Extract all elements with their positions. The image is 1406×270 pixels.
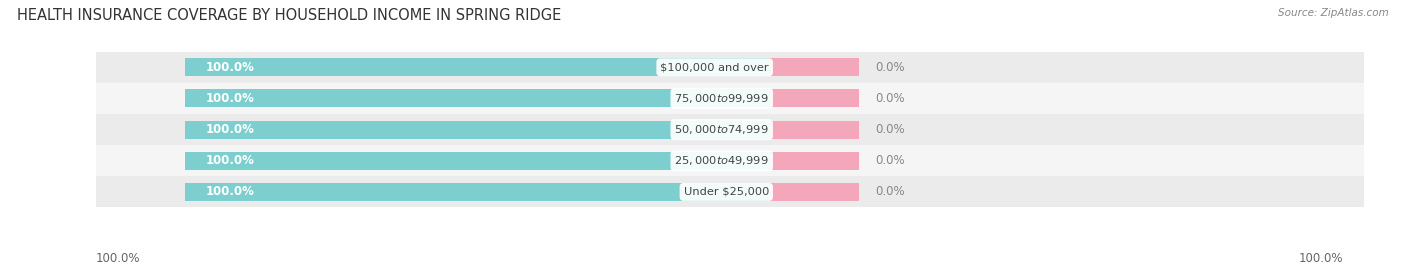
- Text: 100.0%: 100.0%: [205, 61, 254, 74]
- Text: 0.0%: 0.0%: [876, 123, 905, 136]
- Text: 100.0%: 100.0%: [1298, 252, 1343, 265]
- Text: 100.0%: 100.0%: [205, 154, 254, 167]
- Bar: [186, 58, 769, 76]
- Bar: [186, 89, 769, 107]
- Text: 100.0%: 100.0%: [205, 123, 254, 136]
- Text: 100.0%: 100.0%: [96, 252, 141, 265]
- Bar: [769, 183, 859, 201]
- Text: 100.0%: 100.0%: [205, 185, 254, 198]
- Text: 0.0%: 0.0%: [876, 92, 905, 105]
- Bar: [73, 114, 1406, 145]
- Text: Under $25,000: Under $25,000: [683, 187, 769, 197]
- Bar: [186, 152, 769, 170]
- Text: Source: ZipAtlas.com: Source: ZipAtlas.com: [1278, 8, 1389, 18]
- Text: 0.0%: 0.0%: [876, 154, 905, 167]
- Bar: [73, 145, 1406, 176]
- Text: $50,000 to $74,999: $50,000 to $74,999: [675, 123, 769, 136]
- Text: $75,000 to $99,999: $75,000 to $99,999: [675, 92, 769, 105]
- Bar: [769, 89, 859, 107]
- Bar: [73, 176, 1406, 207]
- Bar: [186, 183, 769, 201]
- Bar: [769, 121, 859, 139]
- Bar: [186, 121, 769, 139]
- Bar: [73, 52, 1406, 83]
- Bar: [73, 83, 1406, 114]
- Text: 0.0%: 0.0%: [876, 61, 905, 74]
- Text: HEALTH INSURANCE COVERAGE BY HOUSEHOLD INCOME IN SPRING RIDGE: HEALTH INSURANCE COVERAGE BY HOUSEHOLD I…: [17, 8, 561, 23]
- Text: 0.0%: 0.0%: [876, 185, 905, 198]
- Bar: [769, 152, 859, 170]
- Bar: [769, 58, 859, 76]
- Text: 100.0%: 100.0%: [205, 92, 254, 105]
- Text: $100,000 and over: $100,000 and over: [661, 62, 769, 72]
- Text: $25,000 to $49,999: $25,000 to $49,999: [675, 154, 769, 167]
